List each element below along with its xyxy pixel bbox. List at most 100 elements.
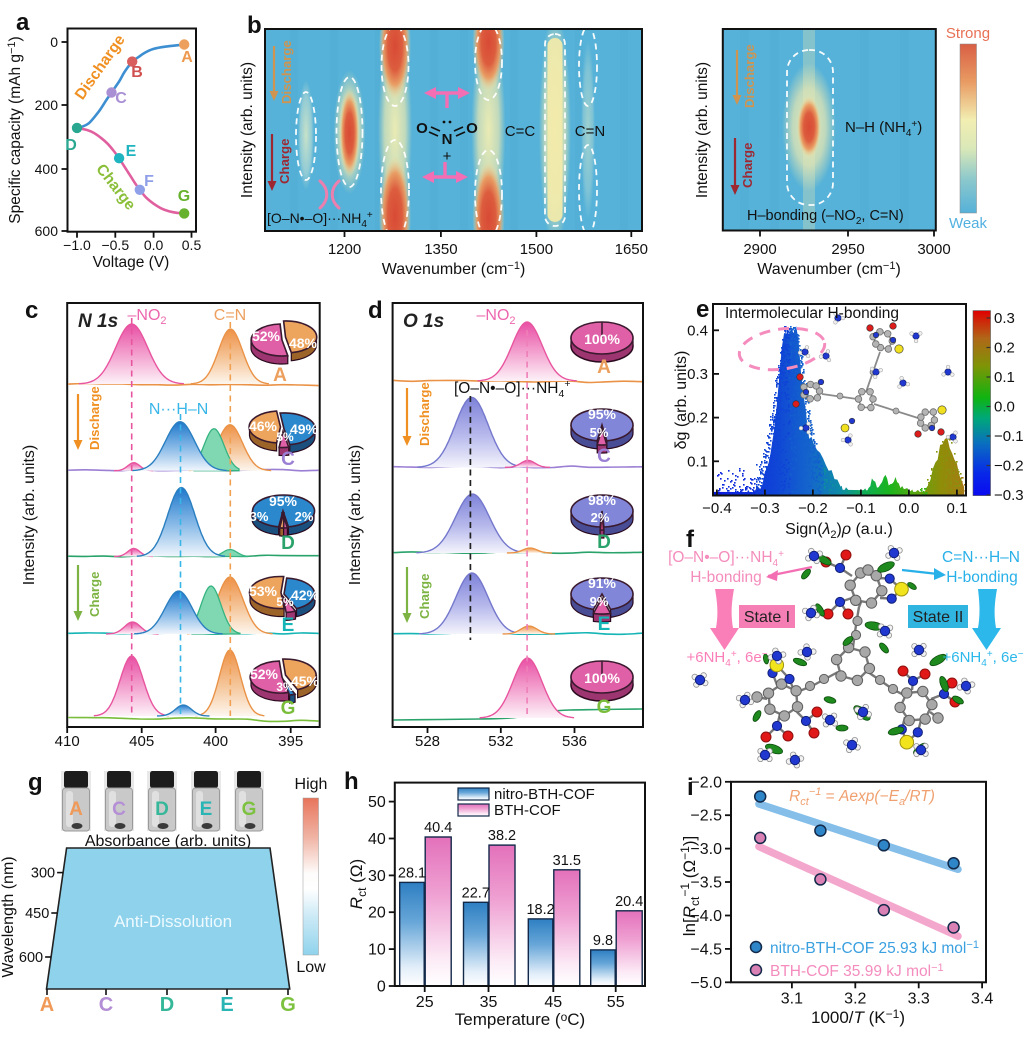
svg-text:A: A — [273, 365, 287, 386]
svg-text:9%: 9% — [590, 594, 609, 609]
svg-text:C=N: C=N — [214, 307, 246, 324]
svg-text:98%: 98% — [588, 492, 617, 508]
svg-text:Discharge: Discharge — [279, 40, 294, 104]
svg-text:Intensity (arb. units): Intensity (arb. units) — [239, 62, 256, 198]
svg-text:1200: 1200 — [328, 241, 361, 258]
svg-text:0.1: 0.1 — [946, 500, 967, 517]
svg-text:405: 405 — [129, 733, 154, 750]
svg-text:38.2: 38.2 — [488, 828, 516, 844]
svg-text:C: C — [281, 449, 295, 470]
svg-text:40: 40 — [368, 831, 386, 848]
svg-text:D: D — [65, 137, 77, 154]
svg-text:D: D — [281, 533, 295, 554]
svg-text:Low: Low — [296, 959, 326, 976]
svg-text:Wavenumber (cm−1): Wavenumber (cm−1) — [757, 260, 901, 278]
svg-text:Anti-Dissolution: Anti-Dissolution — [114, 912, 232, 931]
svg-text:2%: 2% — [591, 510, 610, 525]
svg-text:410: 410 — [55, 733, 80, 750]
svg-text:−0.4: −0.4 — [702, 500, 732, 517]
svg-text:f: f — [686, 526, 695, 553]
svg-text:Intensity (arb. units): Intensity (arb. units) — [21, 445, 38, 586]
svg-text:3.1: 3.1 — [781, 990, 803, 1007]
svg-text:2%: 2% — [295, 509, 314, 524]
svg-text:G: G — [242, 799, 257, 820]
svg-text:0: 0 — [377, 979, 386, 996]
svg-text:C=C: C=C — [505, 123, 536, 140]
svg-text:0.0: 0.0 — [144, 237, 164, 253]
svg-text:C=N: C=N — [575, 123, 605, 140]
svg-text:Rct (Ω): Rct (Ω) — [347, 859, 369, 909]
svg-text:H-bonding: H-bonding — [690, 569, 762, 586]
svg-text:30: 30 — [368, 868, 386, 885]
svg-text:E: E — [220, 994, 233, 1016]
svg-text:Discharge: Discharge — [417, 382, 432, 446]
svg-text:300: 300 — [31, 866, 55, 882]
svg-text:Wavelength (nm): Wavelength (nm) — [0, 856, 17, 977]
svg-text:N: N — [442, 131, 453, 148]
svg-text:0.4: 0.4 — [687, 322, 708, 339]
svg-text:3.4: 3.4 — [971, 990, 993, 1007]
svg-text:−0.2: −0.2 — [994, 458, 1024, 475]
svg-text:δg (arb. units): δg (arb. units) — [673, 351, 690, 450]
svg-text:450: 450 — [25, 906, 49, 922]
svg-text:F: F — [144, 173, 154, 190]
svg-text:−0.3: −0.3 — [994, 487, 1024, 504]
svg-text:10: 10 — [368, 942, 386, 959]
svg-text:D: D — [155, 799, 169, 820]
svg-text:G: G — [597, 697, 612, 718]
svg-text:Voltage (V): Voltage (V) — [93, 254, 170, 271]
svg-text:h: h — [344, 768, 359, 795]
svg-text:c: c — [25, 297, 38, 324]
svg-text:100%: 100% — [584, 670, 620, 686]
svg-text:Intermolecular H-bonding: Intermolecular H-bonding — [725, 305, 899, 322]
svg-text:High: High — [295, 776, 328, 793]
svg-text:Weak: Weak — [949, 215, 988, 232]
svg-text:N···H–N: N···H–N — [149, 401, 209, 418]
svg-text:H-bonding: H-bonding — [946, 569, 1018, 586]
svg-text:State I: State I — [744, 609, 790, 626]
svg-text:42%: 42% — [291, 587, 320, 603]
svg-text:49%: 49% — [290, 421, 319, 437]
svg-text:B: B — [131, 64, 143, 81]
svg-text:22.7: 22.7 — [462, 885, 490, 901]
svg-text:e: e — [696, 296, 709, 323]
svg-text:48%: 48% — [289, 335, 318, 351]
svg-text:−5.0: −5.0 — [690, 975, 722, 992]
svg-text:BTH-COF: BTH-COF — [494, 802, 561, 819]
svg-text:−0.5: −0.5 — [101, 237, 129, 253]
svg-text:E: E — [200, 799, 213, 820]
svg-text:−0.1: −0.1 — [994, 428, 1024, 445]
svg-text:Discharge: Discharge — [87, 386, 102, 450]
svg-text:A: A — [181, 49, 193, 66]
svg-text:45: 45 — [544, 994, 562, 1011]
svg-text:52%: 52% — [252, 328, 281, 344]
svg-text:536: 536 — [562, 733, 587, 750]
svg-text:C=N···H–N: C=N···H–N — [942, 549, 1020, 566]
svg-text:3.2: 3.2 — [844, 990, 866, 1007]
svg-text:25: 25 — [416, 994, 434, 1011]
svg-text:395: 395 — [278, 733, 303, 750]
svg-text:532: 532 — [488, 733, 513, 750]
svg-text:400: 400 — [203, 733, 228, 750]
svg-text:G: G — [281, 698, 296, 719]
svg-text:−0.3: −0.3 — [750, 500, 780, 517]
svg-text:40.4: 40.4 — [424, 820, 452, 836]
svg-text:d: d — [368, 297, 383, 324]
svg-text:E: E — [282, 615, 295, 636]
svg-text:1500: 1500 — [520, 241, 553, 258]
svg-text:9.8: 9.8 — [593, 933, 613, 949]
svg-text:100%: 100% — [584, 331, 620, 347]
svg-text:Intensity (arb. units): Intensity (arb. units) — [694, 62, 711, 198]
svg-text:0.3: 0.3 — [994, 310, 1015, 327]
svg-text:35: 35 — [480, 994, 498, 1011]
svg-text:Specific capacity (mAh g−1): Specific capacity (mAh g−1) — [6, 36, 24, 223]
svg-text:45%: 45% — [291, 673, 320, 689]
svg-text:3000: 3000 — [917, 241, 950, 258]
svg-text:55: 55 — [607, 994, 625, 1011]
svg-text:Charge: Charge — [277, 139, 292, 184]
svg-text:50: 50 — [368, 794, 386, 811]
svg-text:95%: 95% — [269, 493, 298, 509]
svg-text:O: O — [416, 120, 428, 137]
svg-text:−2.5: −2.5 — [690, 808, 722, 825]
svg-text:nitro-BTH-COF: nitro-BTH-COF — [494, 786, 595, 803]
